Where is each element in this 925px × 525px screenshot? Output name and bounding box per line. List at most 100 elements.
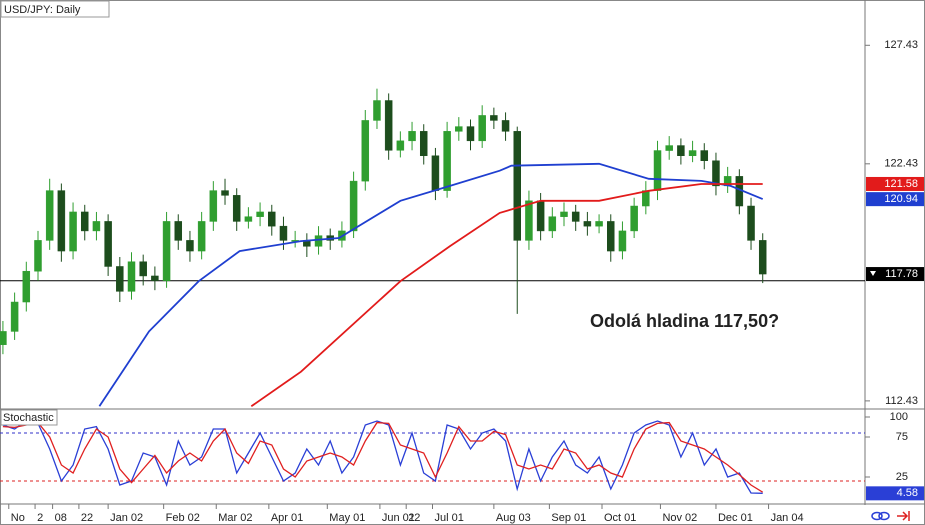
candle-body [712, 160, 720, 187]
candle-body [10, 301, 19, 332]
x-tick-label: No [11, 512, 25, 524]
close-label-box [866, 267, 924, 282]
x-tick-label: Apr 01 [271, 512, 303, 524]
y-tick-label: 112.43 [885, 395, 918, 407]
candle-body [45, 190, 54, 241]
candle-body [279, 225, 288, 241]
x-tick-label: Jan 04 [771, 512, 804, 524]
close-label: 117.78 [885, 268, 918, 280]
candle-body [209, 190, 218, 222]
candle-body [384, 100, 393, 151]
toolbar-icons[interactable] [871, 511, 910, 521]
price-panel [0, 88, 865, 408]
stoch-title: Stochastic [3, 412, 54, 424]
candle-body [221, 190, 229, 196]
candle-body [373, 100, 381, 121]
stoch-label-box [866, 486, 924, 501]
x-tick-label: Nov 02 [662, 512, 697, 524]
candle-body [361, 120, 370, 182]
scroll-end-icon[interactable] [897, 511, 910, 521]
x-tick-label: Feb 02 [166, 512, 200, 524]
axes: 112.43 122.43 127.43 120.94 121.58 117.78 25 75… [8, 39, 924, 524]
candle-body [525, 200, 533, 241]
candle-body [443, 131, 451, 191]
candle-body [139, 261, 147, 277]
candle-body [478, 115, 486, 142]
y-tick-label: 75 [896, 431, 908, 443]
x-tick-label: Jan 02 [110, 512, 143, 524]
candle-body [34, 240, 42, 272]
x-tick-label: 22 [81, 512, 93, 524]
price-label-box [866, 192, 924, 207]
candle-body [408, 131, 416, 142]
price-label-box [866, 176, 924, 191]
candle-body [431, 155, 440, 191]
x-tick-label: 2 [37, 512, 43, 524]
x-tick-label: Dec 01 [718, 512, 753, 524]
stochastic-panel [0, 420, 865, 494]
close-marker [870, 271, 876, 277]
candle-body [653, 150, 662, 191]
price-label: 120.94 [884, 193, 918, 205]
price-label: 121.58 [884, 178, 918, 190]
y-tick-label: 100 [890, 411, 908, 423]
moving-average [98, 162, 764, 407]
candle-body [174, 221, 183, 241]
candle-body [642, 190, 650, 207]
candle-body [571, 211, 580, 222]
annotation: Odolá hladina 117,50? [590, 311, 779, 331]
candle-body [256, 211, 264, 217]
candle-body [0, 331, 7, 345]
candle-body [244, 216, 253, 222]
candle-body [80, 211, 89, 232]
candle-body [747, 205, 755, 241]
candle-body [349, 180, 358, 232]
candle-body [268, 211, 276, 227]
candle-body [419, 131, 428, 157]
candle-body [57, 190, 66, 252]
candle-body [607, 221, 615, 252]
moving-average [250, 183, 763, 408]
candle-body [116, 266, 124, 292]
candle-body [677, 145, 685, 157]
candle-body [186, 240, 194, 252]
y-tick-label: 127.43 [884, 39, 918, 51]
x-tick-label: Oct 01 [604, 512, 636, 524]
candle-body [513, 131, 521, 241]
candle-body [197, 221, 206, 252]
title-box [0, 0, 110, 18]
candle-body [548, 216, 557, 232]
x-tick-label: Mar 02 [218, 512, 252, 524]
y-tick-label: 122.43 [884, 158, 918, 170]
candle-body [455, 126, 463, 132]
chart-title: USD/JPY: Daily [4, 4, 81, 16]
x-tick-label: Jun 01 [382, 512, 415, 524]
candle-body [758, 240, 767, 275]
candle-body [583, 221, 592, 227]
candle-body [92, 221, 101, 232]
candle-body [396, 140, 405, 151]
candle-body [536, 200, 545, 232]
x-tick-label: Sep 01 [551, 512, 586, 524]
candle-body [69, 211, 77, 252]
candle-body [22, 270, 31, 303]
stochastic-line [2, 421, 764, 493]
candle-body [127, 261, 136, 292]
candle-body [630, 205, 638, 232]
y-tick-label: 25 [896, 471, 908, 483]
candle-body [490, 115, 498, 121]
x-tick-label: 08 [55, 512, 67, 524]
x-tick-label: Aug 03 [496, 512, 531, 524]
candle-body [232, 195, 241, 222]
candle-body [595, 221, 603, 227]
candle-body [104, 221, 112, 267]
candle-body [618, 230, 627, 252]
candle-body [700, 150, 709, 161]
candle-body [501, 120, 510, 132]
link-icon[interactable] [871, 511, 883, 521]
stoch-label: 4.58 [897, 487, 918, 499]
x-tick-label: 22 [408, 512, 420, 524]
stoch-title-box [0, 409, 58, 426]
candle-body [466, 126, 475, 142]
